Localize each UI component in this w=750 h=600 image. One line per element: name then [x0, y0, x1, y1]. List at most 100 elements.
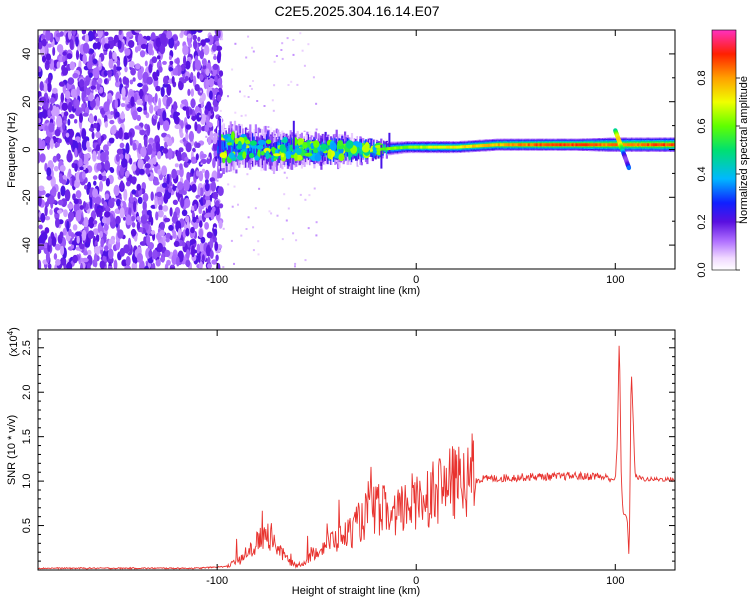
noise-cell [57, 191, 61, 200]
noise-cell [198, 170, 204, 182]
band-cell [225, 140, 228, 148]
spectrogram-x-tick-label: -100 [206, 274, 228, 286]
band-core [394, 146, 397, 150]
noise-speck [299, 32, 302, 35]
band-core [380, 147, 383, 151]
band-core [581, 143, 584, 147]
noise-cell [73, 198, 79, 205]
noise-cell [120, 112, 125, 120]
noise-speck [245, 228, 248, 230]
band-core [481, 144, 485, 147]
noise-speck [303, 64, 306, 67]
band-cell [359, 148, 362, 153]
band-core [466, 145, 469, 148]
noise-cell [150, 230, 156, 235]
band-cell [286, 146, 289, 153]
noise-cell [71, 174, 75, 187]
noise-cell [143, 110, 148, 115]
band-core [446, 145, 449, 149]
noise-speck [200, 95, 203, 98]
noise-cell [119, 165, 125, 176]
noise-cell [153, 76, 159, 81]
noise-cell [162, 120, 170, 132]
band-core [569, 143, 572, 147]
noise-cell [93, 115, 98, 122]
snr-y-axis-label: SNR (10 * v/v) [6, 415, 18, 485]
noise-cell [95, 196, 102, 205]
noise-speck [205, 135, 208, 138]
band-cell [270, 148, 273, 155]
noise-cell [92, 150, 97, 162]
band-blob [273, 157, 277, 161]
noise-cell [168, 55, 172, 61]
noise-cell [154, 197, 158, 209]
noise-cell [146, 209, 152, 216]
noise-cell [163, 217, 171, 223]
noise-cell [98, 56, 102, 68]
noise-cell [43, 82, 48, 93]
noise-speck [198, 197, 201, 200]
band-core [575, 143, 578, 147]
noise-cell [66, 262, 73, 269]
band-blob [348, 151, 352, 161]
noise-cell [110, 125, 117, 135]
noise-cell [131, 262, 136, 269]
noise-cell [72, 30, 76, 36]
band-core [631, 143, 634, 147]
band-blob [312, 146, 319, 153]
noise-cell [139, 168, 145, 175]
colorbar-tick-label: 0.2 [696, 214, 708, 229]
band-core [412, 145, 415, 149]
band-blob [227, 142, 232, 146]
noise-cell [156, 191, 163, 198]
noise-cell [59, 165, 66, 172]
noise-cell [195, 142, 201, 148]
band-core [398, 146, 401, 150]
noise-cell [209, 130, 214, 140]
noise-cell [96, 162, 102, 171]
noise-cell [44, 136, 51, 144]
noise-cell [79, 166, 84, 171]
noise-cell [196, 112, 202, 122]
noise-cell [190, 156, 197, 164]
noise-cell [136, 216, 141, 221]
noise-cell [119, 180, 124, 191]
band-core [462, 145, 465, 149]
noise-cell [51, 236, 57, 247]
noise-cell [192, 216, 197, 223]
noise-cell [38, 41, 43, 50]
band-core [408, 145, 411, 149]
noise-cell [144, 60, 148, 67]
noise-cell [45, 60, 50, 66]
noise-cell [91, 131, 95, 140]
noise-cell [104, 193, 110, 200]
noise-cell [82, 112, 89, 117]
noise-cell [113, 64, 117, 76]
noise-cell [148, 63, 153, 74]
band-cell [306, 146, 309, 157]
noise-speck [252, 50, 255, 53]
noise-cell [211, 43, 217, 52]
band-core [643, 143, 646, 147]
noise-cell [38, 111, 45, 118]
noise-cell [124, 265, 131, 269]
noise-speck [219, 250, 222, 253]
noise-cell [131, 176, 137, 185]
noise-cell [110, 111, 114, 115]
noise-cell [132, 142, 137, 151]
band-core [545, 143, 548, 147]
spectrogram-x-tick-label: 0 [413, 274, 419, 286]
band-cell [224, 146, 227, 153]
noise-cell [68, 228, 72, 237]
noise-cell [76, 86, 80, 98]
noise-cell [125, 214, 132, 226]
band-core [543, 143, 546, 147]
noise-cell [104, 31, 109, 36]
noise-cell [92, 188, 99, 199]
noise-cell [160, 32, 167, 45]
noise-cell [66, 152, 73, 163]
noise-cell [66, 220, 70, 232]
noise-cell [185, 215, 190, 223]
noise-cell [202, 64, 207, 70]
